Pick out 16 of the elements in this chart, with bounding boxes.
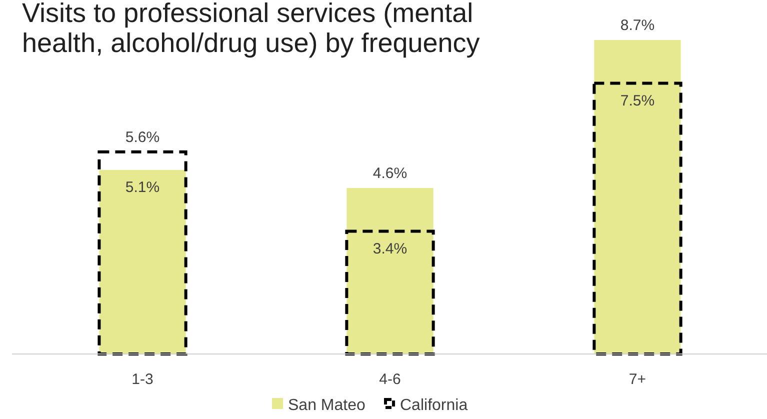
bar [345, 230, 435, 356]
x-tick-label: 1-3 [132, 371, 154, 388]
bar [594, 40, 681, 354]
legend-label: San Mateo [288, 397, 366, 414]
data-label: 4.6% [372, 164, 408, 182]
data-label: 7.5% [620, 92, 655, 110]
x-tick-label: 4-6 [379, 371, 401, 388]
bar [346, 188, 434, 354]
bar [592, 82, 682, 356]
x-tick-label: 7+ [628, 371, 646, 388]
data-label: 5.1% [125, 178, 160, 196]
data-label: 5.6% [125, 128, 160, 146]
chart-title: Visits to professional services (mental health, alcohol/drug use) by frequency [22, 0, 480, 58]
data-label: 8.7% [620, 17, 655, 34]
legend-label: California [400, 397, 468, 414]
data-label: 3.4% [372, 240, 408, 258]
